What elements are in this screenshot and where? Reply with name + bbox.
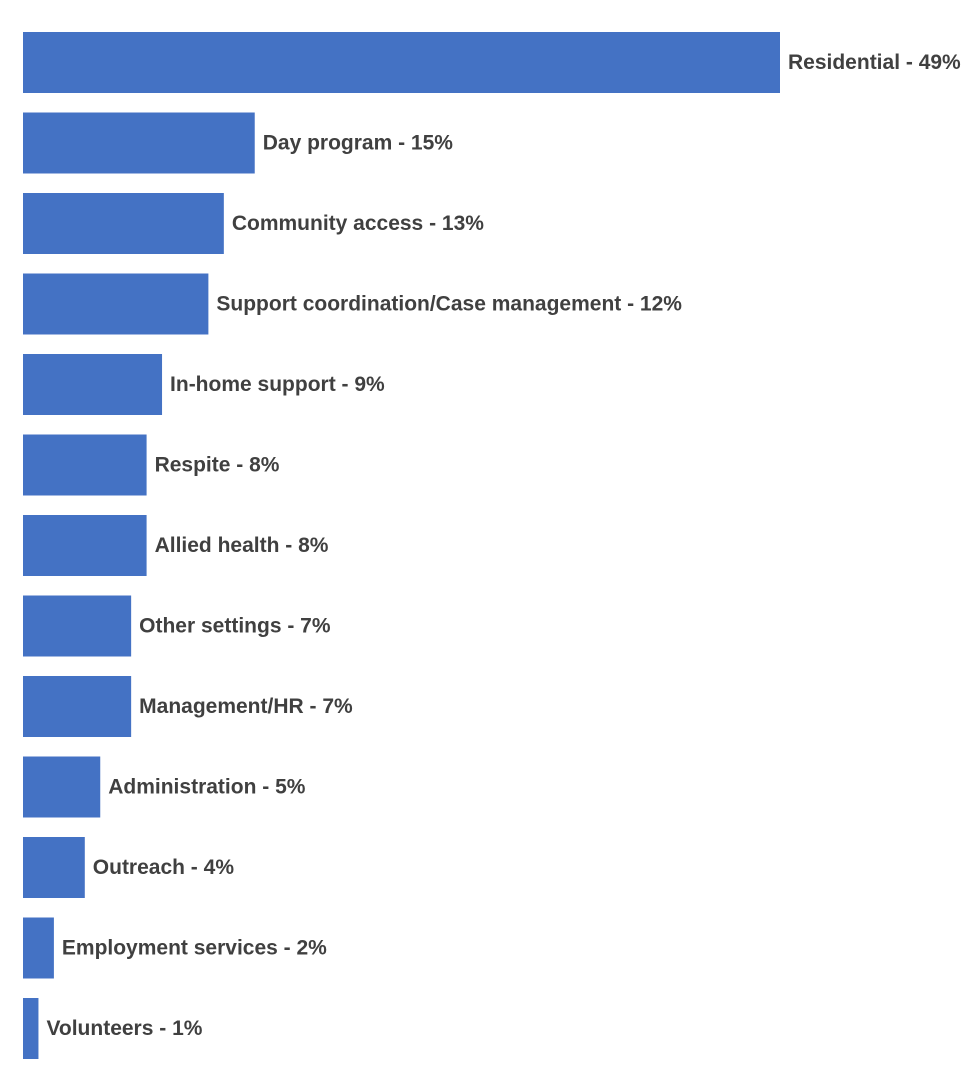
data-label: Management/HR - 7% xyxy=(139,695,353,718)
data-label: Community access - 13% xyxy=(232,212,484,235)
data-label: Allied health - 8% xyxy=(155,534,329,557)
bar-support-coordination-case-management xyxy=(23,273,209,335)
data-label: Residential - 49% xyxy=(788,51,961,74)
data-label: In-home support - 9% xyxy=(170,373,385,396)
bar-volunteers xyxy=(23,998,39,1059)
data-label: Respite - 8% xyxy=(155,454,280,477)
bar-allied-health xyxy=(23,515,147,576)
bar-other-settings xyxy=(23,595,132,657)
bar-employment-services xyxy=(23,917,54,979)
bar-day-program xyxy=(23,112,255,174)
bars-group xyxy=(23,32,780,1059)
data-label: Support coordination/Case management - 1… xyxy=(216,293,682,316)
bar-respite xyxy=(23,434,147,496)
data-label: Administration - 5% xyxy=(108,776,306,799)
bar-outreach xyxy=(23,837,85,898)
bar-residential xyxy=(23,32,780,93)
data-label: Other settings - 7% xyxy=(139,615,331,638)
bar-community-access xyxy=(23,193,224,254)
data-label: Outreach - 4% xyxy=(93,856,235,879)
bar-in-home-support xyxy=(23,354,163,415)
data-label: Volunteers - 1% xyxy=(46,1017,202,1040)
data-label: Employment services - 2% xyxy=(62,937,327,960)
data-label: Day program - 15% xyxy=(263,132,454,155)
bar-management-hr xyxy=(23,676,132,737)
labels-group: Residential - 49% Day program - 15% Commun… xyxy=(46,51,961,1040)
bar-administration xyxy=(23,756,101,818)
